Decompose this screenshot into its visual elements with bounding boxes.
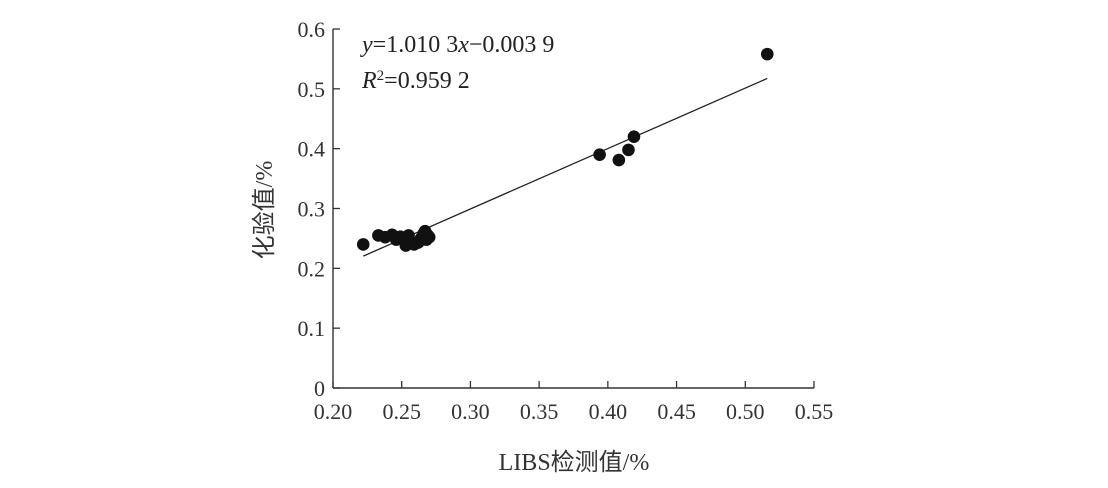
r-squared-value: =0.959 2 (384, 68, 470, 94)
x-tick-label: 0.20 (314, 399, 353, 424)
y-tick-label: 0.2 (298, 256, 326, 281)
y-tick-label: 0 (314, 376, 325, 401)
equation-slope: =1.010 3 (373, 32, 459, 58)
data-point (627, 130, 641, 143)
r-squared-label: R2=0.959 2 (361, 68, 470, 94)
regression-line-group (362, 77, 768, 257)
x-tick-label: 0.45 (657, 399, 696, 424)
y-tick-label: 0.4 (298, 137, 326, 162)
y-axis-title: 化验值/% (251, 161, 278, 260)
y-axis-ticks: 0 0.1 0.2 0.3 0.4 0.5 0.6 (298, 17, 340, 401)
x-tick-label: 0.55 (795, 399, 834, 424)
x-tick-label: 0.35 (520, 399, 559, 424)
data-point (422, 230, 436, 244)
x-tick-label: 0.30 (451, 399, 490, 424)
y-tick-label: 0.6 (298, 17, 326, 42)
x-axis-title: LIBS检测值/% (499, 449, 650, 476)
equation-y-symbol: y (360, 32, 373, 58)
data-point (760, 47, 774, 61)
data-point (356, 238, 370, 251)
x-axis-ticks: 0.20 0.25 0.30 0.35 0.40 0.45 0.50 0.55 (314, 381, 834, 424)
regression-line (362, 77, 768, 257)
y-tick-label: 0.3 (298, 197, 326, 222)
data-point (622, 143, 635, 157)
x-tick-label: 0.40 (589, 399, 628, 424)
equation-x-symbol: x (457, 32, 469, 58)
r-superscript: 2 (377, 68, 385, 84)
data-point (612, 153, 626, 167)
data-points (356, 47, 774, 252)
y-tick-label: 0.5 (298, 77, 326, 102)
x-tick-label: 0.50 (726, 399, 765, 424)
equation-intercept: −0.003 9 (469, 32, 555, 58)
regression-equation: y=1.010 3x−0.003 9 (360, 32, 554, 58)
y-tick-label: 0.1 (298, 316, 326, 341)
x-tick-label: 0.25 (382, 399, 421, 424)
data-point (593, 148, 606, 161)
r-symbol: R (361, 68, 377, 94)
